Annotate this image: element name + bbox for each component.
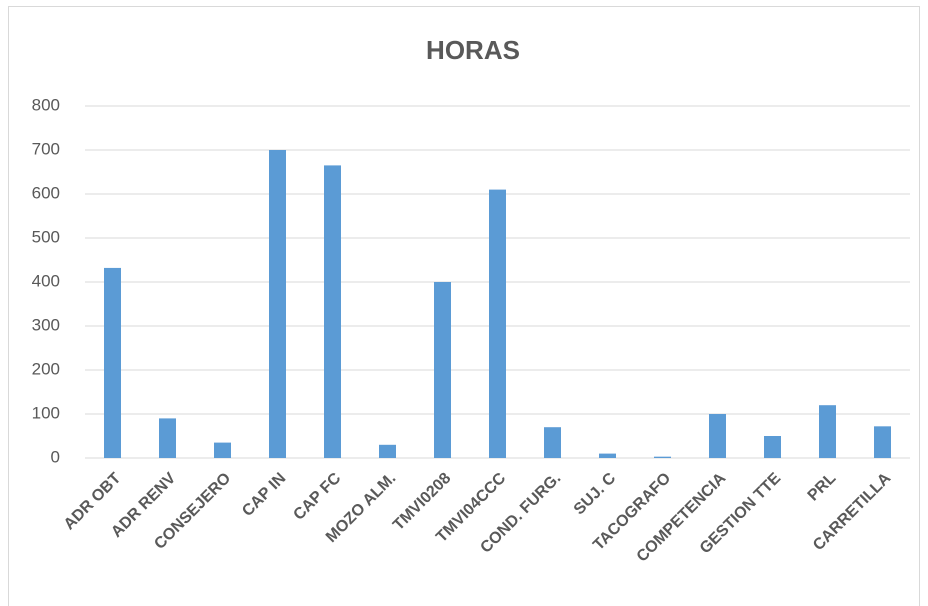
bar xyxy=(434,282,451,458)
y-tick-label: 700 xyxy=(32,139,60,158)
bar xyxy=(654,456,671,458)
bar xyxy=(489,189,506,458)
bar xyxy=(324,165,341,458)
bar xyxy=(764,436,781,458)
bar xyxy=(104,267,121,458)
bar xyxy=(874,426,891,458)
y-tick-label: 400 xyxy=(32,271,60,290)
bar xyxy=(379,444,396,458)
bar xyxy=(544,427,561,458)
bar xyxy=(599,453,616,458)
y-tick-label: 500 xyxy=(32,227,60,246)
y-tick-label: 300 xyxy=(32,315,60,334)
bar xyxy=(269,150,286,458)
y-tick-label: 0 xyxy=(51,447,60,466)
y-tick-label: 800 xyxy=(32,95,60,114)
chart-title: HORAS xyxy=(426,35,520,65)
y-tick-label: 200 xyxy=(32,359,60,378)
y-tick-label: 600 xyxy=(32,183,60,202)
bar xyxy=(709,414,726,458)
bar xyxy=(159,418,176,458)
bar xyxy=(214,442,231,458)
y-tick-label: 100 xyxy=(32,403,60,422)
bar xyxy=(819,405,836,458)
